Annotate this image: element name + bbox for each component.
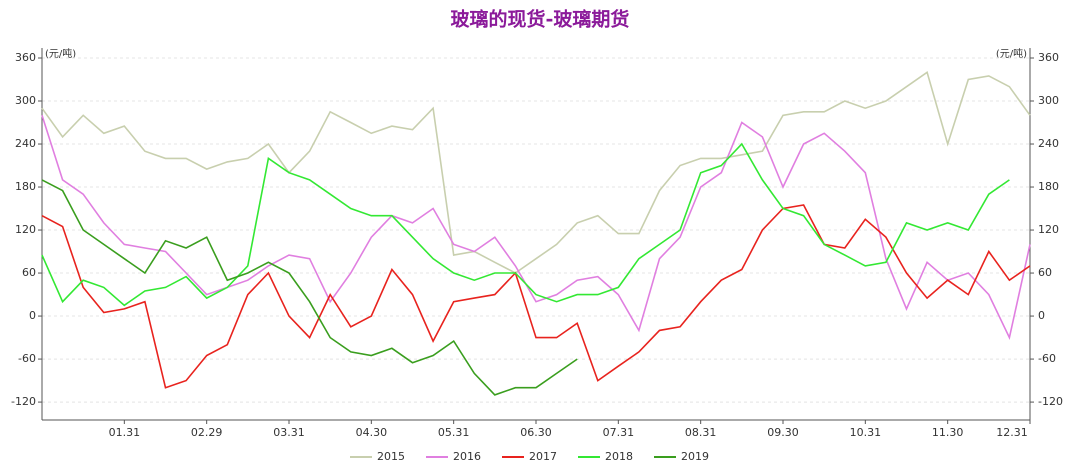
y2-tick-label: 300 xyxy=(1038,94,1059,107)
legend-label: 2016 xyxy=(453,450,481,463)
y-tick-label: 360 xyxy=(15,51,36,64)
y-tick-label: 60 xyxy=(22,266,36,279)
series-line xyxy=(41,71,1031,274)
x-tick-label: 02.29 xyxy=(191,426,223,439)
y2-tick-label: 120 xyxy=(1038,223,1059,236)
chart-title: 玻璃的现货-玻璃期货 xyxy=(451,8,630,31)
x-tick-label: 10.31 xyxy=(850,426,882,439)
legend-label: 2018 xyxy=(605,450,633,463)
y2-unit: (元/吨) xyxy=(996,47,1027,60)
y2-tick-label: 240 xyxy=(1038,137,1059,150)
legend-label: 2019 xyxy=(681,450,709,463)
x-tick-label: 03.31 xyxy=(273,426,305,439)
y-tick-label: 120 xyxy=(15,223,36,236)
legend-label: 2017 xyxy=(529,450,557,463)
x-tick-label: 09.30 xyxy=(767,426,799,439)
y2-tick-label: 360 xyxy=(1038,51,1059,64)
y2-tick-label: -120 xyxy=(1038,395,1063,408)
y-tick-label: 300 xyxy=(15,94,36,107)
series-line xyxy=(41,115,1031,341)
x-tick-label: 07.31 xyxy=(603,426,635,439)
x-tick-label: 04.30 xyxy=(356,426,388,439)
x-tick-label: 08.31 xyxy=(685,426,717,439)
x-tick-label: 12.31 xyxy=(996,426,1028,439)
y2-tick-label: 180 xyxy=(1038,180,1059,193)
x-tick-label: 11.30 xyxy=(932,426,964,439)
y-tick-label: 240 xyxy=(15,137,36,150)
y-tick-label: 0 xyxy=(29,309,36,322)
y-tick-label: -120 xyxy=(11,395,36,408)
x-tick-label: 06.30 xyxy=(520,426,552,439)
y-unit: (元/吨) xyxy=(45,47,76,60)
y-tick-label: 180 xyxy=(15,180,36,193)
x-tick-label: 01.31 xyxy=(109,426,141,439)
y2-tick-label: 0 xyxy=(1038,309,1045,322)
series-line xyxy=(41,179,578,396)
series-line xyxy=(41,142,1010,307)
legend-label: 2015 xyxy=(377,450,405,463)
y2-tick-label: -60 xyxy=(1038,352,1056,365)
x-tick-label: 05.31 xyxy=(438,426,470,439)
series-line xyxy=(41,204,1031,389)
y2-tick-label: 60 xyxy=(1038,266,1052,279)
y-tick-label: -60 xyxy=(18,352,36,365)
